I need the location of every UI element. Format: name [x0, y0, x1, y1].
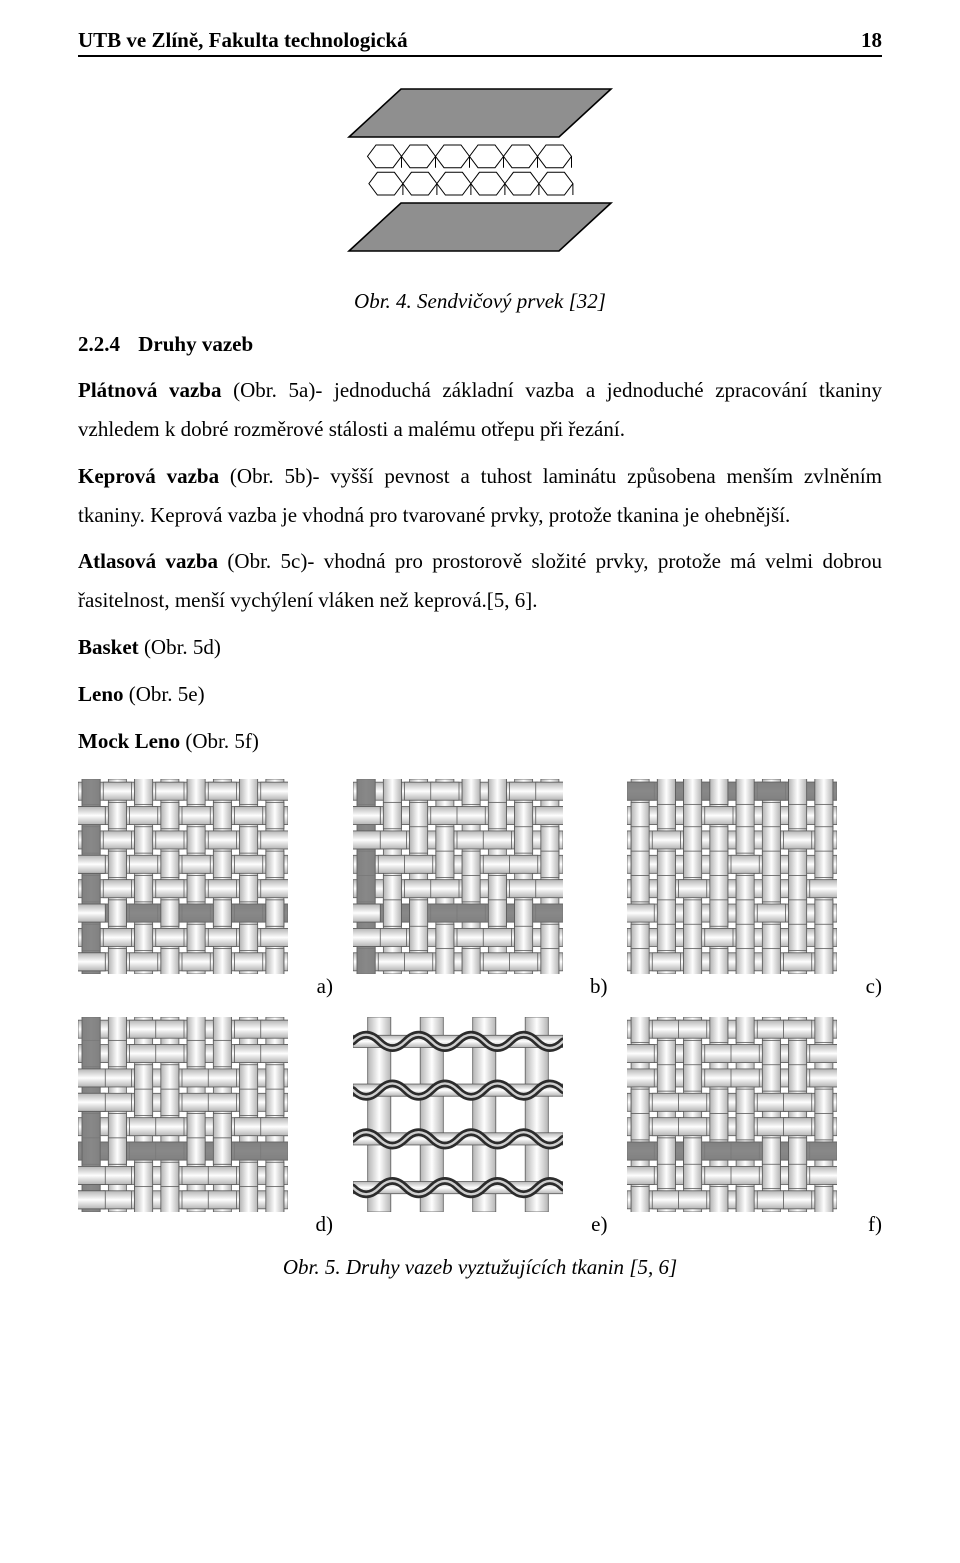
paragraph-lead: Basket: [78, 635, 139, 659]
weave-cell: d): [78, 1017, 333, 1237]
weave-svg-leno: [353, 1017, 563, 1212]
weave-cell: e): [353, 1017, 608, 1237]
weave-svg-satin: [627, 779, 837, 974]
weave-cell: c): [627, 779, 882, 999]
weave-label: a): [317, 974, 333, 999]
section-number: 2.2.4: [78, 332, 133, 357]
weave-row-2: d) e) f): [78, 1017, 882, 1237]
paragraph-lead: Keprová vazba: [78, 464, 219, 488]
section-heading: 2.2.4 Druhy vazeb: [78, 332, 882, 357]
page-header: UTB ve Zlíně, Fakulta technologická 18: [78, 28, 882, 57]
paragraph: Leno (Obr. 5e): [78, 675, 882, 714]
weave-row-1: a) b) c): [78, 779, 882, 999]
paragraph: Atlasová vazba (Obr. 5c)- vhodná pro pro…: [78, 542, 882, 620]
sandwich-svg: [340, 85, 620, 275]
paragraph-list: Plátnová vazba (Obr. 5a)- jednoduchá zák…: [78, 371, 882, 761]
sandwich-caption: Obr. 4. Sendvičový prvek [32]: [78, 289, 882, 314]
weave-label: d): [316, 1212, 334, 1237]
weave-label: b): [590, 974, 608, 999]
paragraph-lead: Plátnová vazba: [78, 378, 221, 402]
paragraph: Plátnová vazba (Obr. 5a)- jednoduchá zák…: [78, 371, 882, 449]
paragraph-text: (Obr. 5d): [139, 635, 221, 659]
paragraph-text: (Obr. 5f): [180, 729, 259, 753]
weave-cell: a): [78, 779, 333, 999]
weave-svg-mockleno: [627, 1017, 837, 1212]
paragraph: Keprová vazba (Obr. 5b)- vyšší pevnost a…: [78, 457, 882, 535]
bottom-caption: Obr. 5. Druhy vazeb vyztužujících tkanin…: [78, 1255, 882, 1280]
weave-label: c): [866, 974, 882, 999]
weave-cell: f): [627, 1017, 882, 1237]
weave-svg-plain: [78, 779, 288, 974]
weave-svg-basket: [78, 1017, 288, 1212]
paragraph-lead: Atlasová vazba: [78, 549, 218, 573]
header-left: UTB ve Zlíně, Fakulta technologická: [78, 28, 408, 53]
paragraph-text: (Obr. 5e): [124, 682, 205, 706]
header-page-number: 18: [861, 28, 882, 53]
paragraph: Mock Leno (Obr. 5f): [78, 722, 882, 761]
page: UTB ve Zlíně, Fakulta technologická 18 O…: [0, 0, 960, 1320]
paragraph-lead: Mock Leno: [78, 729, 180, 753]
paragraph: Basket (Obr. 5d): [78, 628, 882, 667]
paragraph-lead: Leno: [78, 682, 124, 706]
section-title: Druhy vazeb: [138, 332, 253, 356]
weave-svg-twill: [353, 779, 563, 974]
weave-label: e): [591, 1212, 607, 1237]
weave-label: f): [868, 1212, 882, 1237]
sandwich-figure: [78, 85, 882, 275]
weave-cell: b): [353, 779, 608, 999]
